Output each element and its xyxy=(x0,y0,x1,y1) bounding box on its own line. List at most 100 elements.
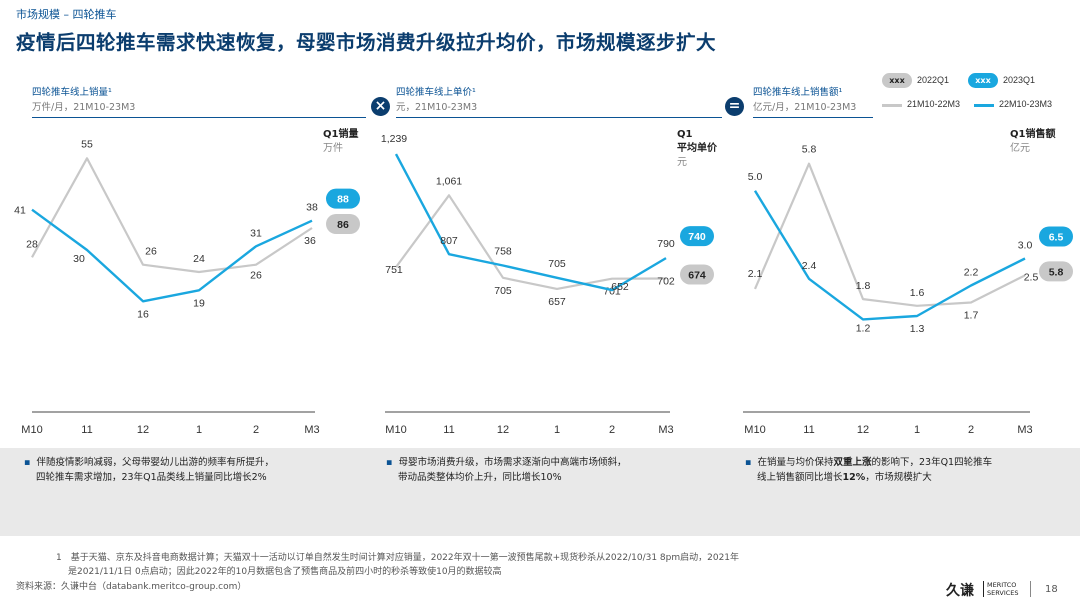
panel-1-q1-label: Q1销量 xyxy=(323,129,359,140)
legend-pill-2022: xxx xyxy=(882,73,912,88)
panel-3-title: 四轮推车线上销售额¹ xyxy=(753,87,843,98)
page-divider xyxy=(1030,581,1031,597)
data-label: 705 xyxy=(494,285,512,297)
data-label: 30 xyxy=(73,253,85,265)
breadcrumb: 市场规模 – 四轮推车 xyxy=(16,8,117,21)
legend-2023-text: 2023Q1 xyxy=(1003,75,1036,85)
bullet-2-line2: 带动品类整体均价上升，同比增长10% xyxy=(398,472,562,483)
source-note: 资料来源：久谦中台（databank.meritco-group.com） xyxy=(16,582,247,592)
footnote-1: 1 基于天猫、京东及抖音电商数据计算；天猫双十一活动以订单自然发生时间计算对应销… xyxy=(56,553,740,563)
data-label: 702 xyxy=(657,275,675,287)
q1-pill-2022 xyxy=(326,214,360,234)
q1-value-2023: 88 xyxy=(337,194,349,206)
legend-line-prev xyxy=(882,104,902,107)
x-tick-label: 1 xyxy=(196,424,202,436)
bullet-1-line1: 伴随疫情影响减弱，父母带婴幼儿出游的频率有所提升， xyxy=(36,457,274,468)
x-tick-label: 2 xyxy=(609,424,615,436)
logo-sub-1: MERITCO xyxy=(987,581,1017,589)
logo-divider xyxy=(983,581,984,597)
data-label: 1.3 xyxy=(910,323,925,335)
page-title: 疫情后四轮推车需求快速恢复，母婴市场消费升级拉升均价，市场规模逐步扩大 xyxy=(16,31,717,54)
legend-pill-2023: xxx xyxy=(968,73,998,88)
x-tick-label: 1 xyxy=(554,424,560,436)
panel-2-q1-label2: 平均单价 xyxy=(677,143,717,154)
panel-1-unit: 万件/月，21M10-23M3 xyxy=(32,102,136,113)
logo-sub-2: SERVICES xyxy=(987,589,1019,597)
data-label: 5.8 xyxy=(802,144,817,156)
legend-2022-text: 2022Q1 xyxy=(917,75,950,85)
charts-svg: M10 11 12 1 2 M32855262426364130161931388886M… xyxy=(14,133,1073,436)
equals-icon: = xyxy=(725,97,744,116)
q1-pill-2022 xyxy=(1039,261,1073,282)
panel-1-title: 四轮推车线上销量¹ xyxy=(32,87,112,98)
bullet-3-line1-post: 的影响下，23年Q1四轮推车 xyxy=(871,457,993,468)
panel-3-q1-unit: 亿元 xyxy=(1010,143,1030,154)
panel-3-rule xyxy=(753,117,873,118)
bullet-3-line1-pre: 在销量与均价保持 xyxy=(757,457,834,468)
x-tick-label: M3 xyxy=(1017,424,1032,436)
data-label: 657 xyxy=(548,296,566,308)
data-label: 652 xyxy=(611,281,629,293)
panel-2-unit: 元，21M10-23M3 xyxy=(396,102,478,113)
data-label: 1,239 xyxy=(381,133,407,145)
multiply-icon: × xyxy=(371,97,390,116)
bullet-3-line2-pre: 线上销售额同比增长 xyxy=(757,472,843,483)
bullet-3-line2-bold: 12% xyxy=(842,472,866,483)
x-tick-label: 11 xyxy=(803,424,814,436)
data-label: 38 xyxy=(306,202,318,214)
series-line-prev xyxy=(753,162,1026,307)
legend-prev-text: 21M10-22M3 xyxy=(907,99,961,109)
data-label: 1.2 xyxy=(856,322,871,334)
x-tick-label: 2 xyxy=(253,424,259,436)
panel-3-unit: 亿元/月，21M10-23M3 xyxy=(753,102,857,113)
data-label: 1.8 xyxy=(856,280,871,292)
data-label: 5.0 xyxy=(748,171,763,183)
data-label: 55 xyxy=(81,138,93,150)
data-label: 36 xyxy=(304,235,316,247)
panel-1-q1-unit: 万件 xyxy=(323,143,343,154)
data-label: 3.0 xyxy=(1018,239,1033,251)
bullet-3: ▪ 在销量与均价保持双重上涨的影响下，23年Q1四轮推车 线上销售额同比增长12%… xyxy=(745,457,993,483)
data-label: 2.4 xyxy=(802,260,817,272)
series-line-prev xyxy=(395,194,667,290)
x-tick-label: M3 xyxy=(658,424,673,436)
data-label: 751 xyxy=(385,264,403,276)
data-label: 26 xyxy=(145,246,157,258)
panel-3-q1-label: Q1销售额 xyxy=(1010,129,1056,140)
q1-pill-2023 xyxy=(1039,226,1073,247)
x-tick-label: M10 xyxy=(385,424,406,436)
x-tick-label: 12 xyxy=(857,424,869,436)
q1-value-2023: 6.5 xyxy=(1049,231,1064,243)
series-line-curr xyxy=(753,190,1026,321)
panel-2-rule xyxy=(396,117,722,118)
data-label: 758 xyxy=(494,246,512,258)
bullet-2: ▪ 母婴市场消费升级，市场需求逐渐向中高端市场倾斜， 带动品类整体均价上升，同比增… xyxy=(386,457,627,483)
q1-pill-2023 xyxy=(326,188,360,209)
data-label: 16 xyxy=(137,308,149,320)
data-label: 26 xyxy=(250,270,262,282)
q1-value-2023: 740 xyxy=(688,231,706,243)
data-label: 2.2 xyxy=(964,267,979,279)
data-label: 31 xyxy=(250,227,262,239)
bullet-3-line1-bold: 双重上涨 xyxy=(833,457,872,468)
q1-value-2022: 86 xyxy=(337,219,349,231)
data-label: 705 xyxy=(548,258,566,270)
bullet-2-line1: 母婴市场消费升级，市场需求逐渐向中高端市场倾斜， xyxy=(398,457,627,468)
q1-value-2022: 5.8 xyxy=(1049,266,1064,278)
data-label: 1.6 xyxy=(910,287,925,299)
x-tick-label: 2 xyxy=(968,424,974,436)
x-tick-label: 12 xyxy=(137,424,149,436)
x-tick-label: 1 xyxy=(914,424,920,436)
data-label: 2.5 xyxy=(1024,271,1039,283)
q1-pill-2023 xyxy=(680,226,714,247)
panel-1-rule xyxy=(32,117,366,118)
data-label: 1,061 xyxy=(436,175,462,187)
data-label: 24 xyxy=(193,253,205,265)
data-label: 807 xyxy=(440,235,458,247)
x-tick-label: M3 xyxy=(304,424,319,436)
page-number: 18 xyxy=(1045,584,1058,595)
series-line-curr xyxy=(31,208,313,303)
footnote-1b: 是2021/11/1日 0点启动；因此2022年的10月数据包含了预售商品及前四… xyxy=(68,567,502,577)
x-tick-label: 12 xyxy=(497,424,509,436)
bullet-1-line2: 四轮推车需求增加，23年Q1品类线上销量同比增长2% xyxy=(36,472,267,483)
